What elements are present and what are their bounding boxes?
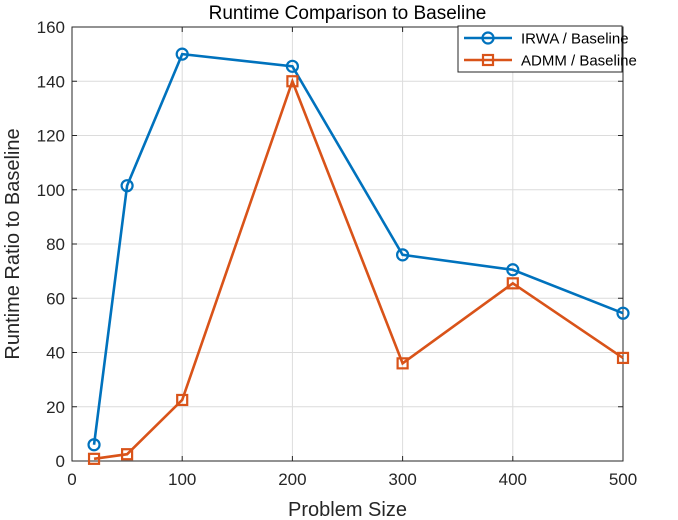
series-lines xyxy=(87,47,630,465)
x-tick-label: 200 xyxy=(278,470,306,489)
y-tick-label: 0 xyxy=(56,452,65,471)
data-point xyxy=(120,179,134,193)
y-tick-label: 80 xyxy=(46,235,65,254)
data-point xyxy=(87,438,101,452)
data-point xyxy=(286,75,299,88)
y-axis-label: Runtime Ratio to Baseline xyxy=(2,128,24,359)
series-line xyxy=(92,52,624,445)
x-tick-label: 0 xyxy=(67,470,76,489)
legend-marker xyxy=(481,31,495,45)
series-1 xyxy=(87,47,630,452)
legend-label: ADMM / Baseline xyxy=(521,53,637,70)
data-point xyxy=(616,306,630,320)
series-line xyxy=(93,77,624,461)
x-tick-label: 300 xyxy=(388,470,416,489)
data-point xyxy=(396,357,409,370)
y-tick-label: 120 xyxy=(37,127,65,146)
legend-item: ADMM / Baseline xyxy=(464,53,637,70)
x-axis-label: Problem Size xyxy=(288,499,407,520)
data-point xyxy=(616,351,630,365)
data-point xyxy=(285,59,299,73)
y-tick-label: 140 xyxy=(37,72,65,91)
y-tick-label: 60 xyxy=(46,289,65,308)
y-tick-label: 20 xyxy=(46,398,65,417)
series-2 xyxy=(87,75,630,465)
x-tick-label: 400 xyxy=(499,470,527,489)
y-tick-label: 100 xyxy=(37,181,65,200)
legend-label: IRWA / Baseline xyxy=(521,31,629,48)
data-point xyxy=(506,277,519,290)
y-tick-label: 40 xyxy=(46,344,65,363)
data-point xyxy=(87,452,101,465)
x-tick-label: 500 xyxy=(609,470,637,489)
data-point xyxy=(506,263,520,277)
legend-item: IRWA / Baseline xyxy=(464,31,629,48)
legend: IRWA / Baseline ADMM / Baseline xyxy=(457,25,637,73)
data-point xyxy=(175,47,189,61)
y-tick-label: 160 xyxy=(37,18,65,37)
data-point xyxy=(176,393,189,407)
data-point xyxy=(120,448,134,461)
legend-marker xyxy=(481,53,495,67)
ticks: 0 100 200 300 400 500 0 20 40 60 80 100 120 140 160 xyxy=(37,18,638,489)
chart-title: Runtime Comparison to Baseline xyxy=(209,3,487,24)
data-point xyxy=(396,248,410,262)
x-tick-label: 100 xyxy=(168,470,196,489)
